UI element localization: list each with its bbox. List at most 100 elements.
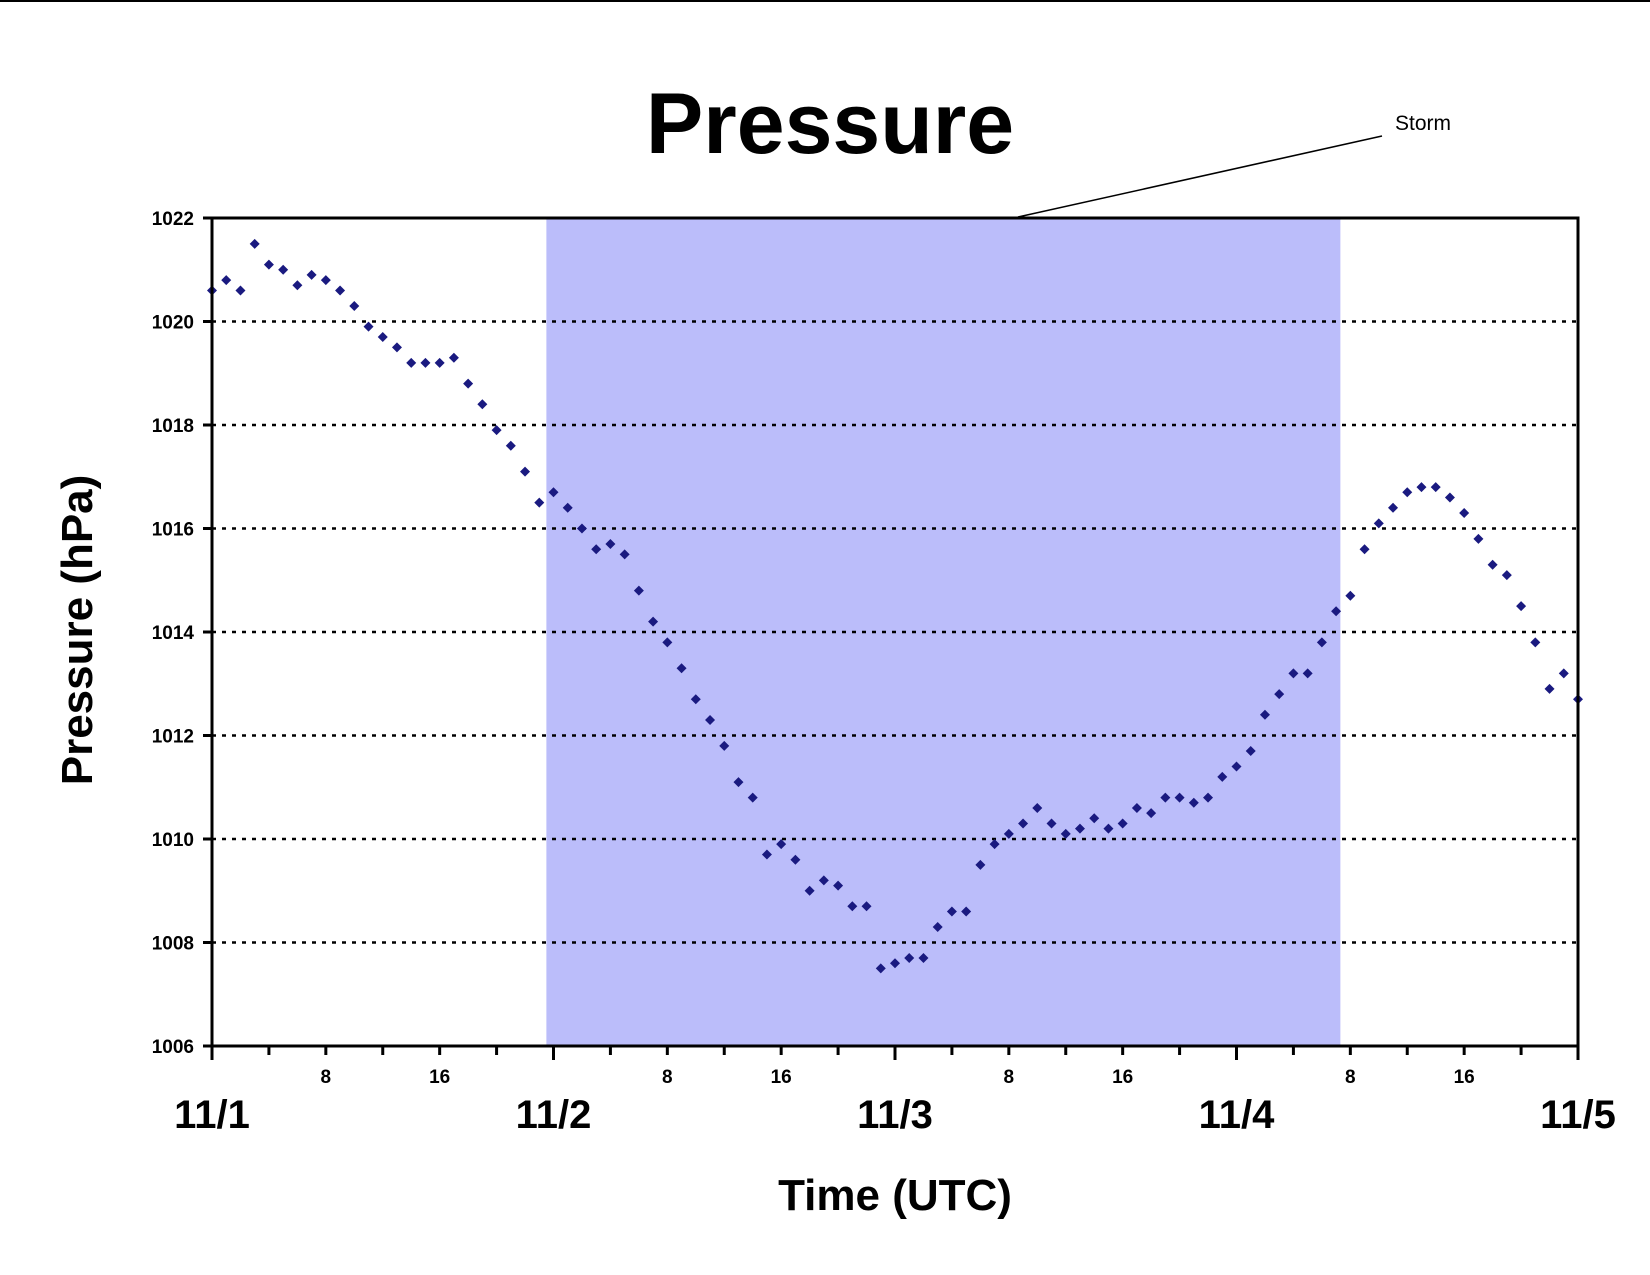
- x-major-tick-label: 11/2: [516, 1093, 592, 1137]
- data-point: [747, 792, 758, 803]
- y-tick-label: 1014: [152, 623, 195, 644]
- data-point: [605, 539, 616, 550]
- y-tick-label: 1016: [152, 520, 194, 541]
- x-minor-tick-label: 16: [1112, 1067, 1133, 1088]
- data-point: [890, 958, 900, 969]
- data-point: [1430, 482, 1441, 493]
- data-point: [1074, 823, 1085, 834]
- data-point: [690, 694, 701, 705]
- data-point: [932, 921, 943, 932]
- data-point: [249, 238, 260, 249]
- data-point: [477, 399, 488, 410]
- data-point: [619, 549, 630, 560]
- x-minor-tick-label: 16: [1454, 1067, 1475, 1088]
- data-point: [1018, 818, 1029, 829]
- data-point: [406, 357, 417, 368]
- data-point: [1046, 818, 1057, 829]
- x-major-tick-label: 11/1: [174, 1093, 250, 1137]
- data-point: [278, 264, 289, 275]
- x-minor-tick-label: 8: [1004, 1067, 1015, 1088]
- data-point: [534, 497, 545, 508]
- data-point: [1160, 792, 1171, 803]
- data-point: [491, 425, 502, 436]
- y-tick-label: 1006: [152, 1037, 194, 1058]
- data-point: [1188, 797, 1199, 808]
- data-point: [363, 321, 374, 332]
- data-point: [918, 953, 929, 964]
- data-point: [833, 880, 844, 891]
- x-major-tick-label: 11/4: [1199, 1093, 1275, 1137]
- data-point: [961, 906, 972, 917]
- x-minor-tick-label: 8: [662, 1067, 673, 1088]
- data-point: [349, 300, 360, 311]
- data-point: [705, 714, 716, 725]
- data-point: [1473, 533, 1484, 544]
- data-point: [1444, 492, 1455, 503]
- data-point: [989, 839, 1000, 850]
- data-point: [776, 839, 787, 850]
- data-point: [263, 259, 274, 270]
- data-point: [1416, 482, 1427, 493]
- data-point: [648, 616, 659, 627]
- x-major-tick-label: 11/5: [1540, 1093, 1616, 1137]
- data-point: [719, 740, 730, 751]
- data-point: [1373, 518, 1384, 529]
- data-point: [591, 544, 602, 555]
- data-point: [576, 523, 587, 534]
- data-point: [975, 859, 986, 870]
- x-axis-ticks: 8 16 8 16 8 16 8 16 11/1 11/2 11/3 11/4 11/5: [174, 1046, 1616, 1137]
- data-point: [1274, 689, 1285, 700]
- data-point: [1544, 683, 1555, 694]
- x-minor-tick-label: 8: [1345, 1067, 1356, 1088]
- data-point: [733, 777, 744, 788]
- data-point: [1032, 802, 1043, 813]
- data-point: [1487, 559, 1498, 570]
- x-minor-tick-label: 16: [771, 1067, 792, 1088]
- data-point: [847, 901, 858, 912]
- data-point: [1316, 637, 1327, 648]
- data-point: [377, 332, 388, 343]
- data-point: [818, 875, 829, 886]
- storm-annotation: Storm: [1017, 112, 1451, 218]
- data-point: [1103, 823, 1114, 834]
- chart-title: Pressure: [646, 76, 1014, 172]
- data-point: [1359, 544, 1370, 555]
- data-point: [676, 663, 687, 674]
- data-point: [292, 280, 303, 291]
- y-tick-label: 1020: [152, 313, 194, 334]
- gridlines: [212, 320, 1578, 944]
- data-point: [520, 466, 531, 477]
- x-axis-label: Time (UTC): [778, 1171, 1012, 1220]
- data-point: [1060, 828, 1071, 839]
- data-point: [221, 275, 232, 286]
- data-point: [1174, 792, 1185, 803]
- data-point: [1259, 709, 1270, 720]
- data-point: [1288, 668, 1299, 679]
- x-minor-tick-label: 16: [429, 1067, 450, 1088]
- data-point: [463, 378, 474, 389]
- data-point: [1003, 828, 1014, 839]
- data-point: [1217, 771, 1228, 782]
- data-point: [335, 285, 346, 296]
- data-point: [1131, 802, 1142, 813]
- x-minor-tick-label: 8: [321, 1067, 332, 1088]
- data-point: [505, 440, 516, 451]
- data-point: [790, 854, 801, 865]
- storm-label: Storm: [1395, 112, 1451, 135]
- data-point: [562, 502, 573, 513]
- data-point: [1388, 502, 1399, 513]
- data-points: [207, 238, 1583, 974]
- y-axis-ticks: 1006 1008 1010 1012 1014 1016 1018 1020 1022: [152, 209, 212, 1058]
- data-point: [420, 357, 431, 368]
- y-tick-label: 1008: [152, 934, 194, 955]
- data-point: [1459, 507, 1470, 518]
- data-point: [1331, 606, 1342, 617]
- data-point: [1402, 487, 1413, 498]
- data-point: [875, 963, 886, 974]
- data-point: [1117, 818, 1128, 829]
- data-point: [861, 901, 872, 912]
- data-point: [633, 585, 644, 596]
- data-point: [662, 637, 673, 648]
- data-point: [548, 487, 559, 498]
